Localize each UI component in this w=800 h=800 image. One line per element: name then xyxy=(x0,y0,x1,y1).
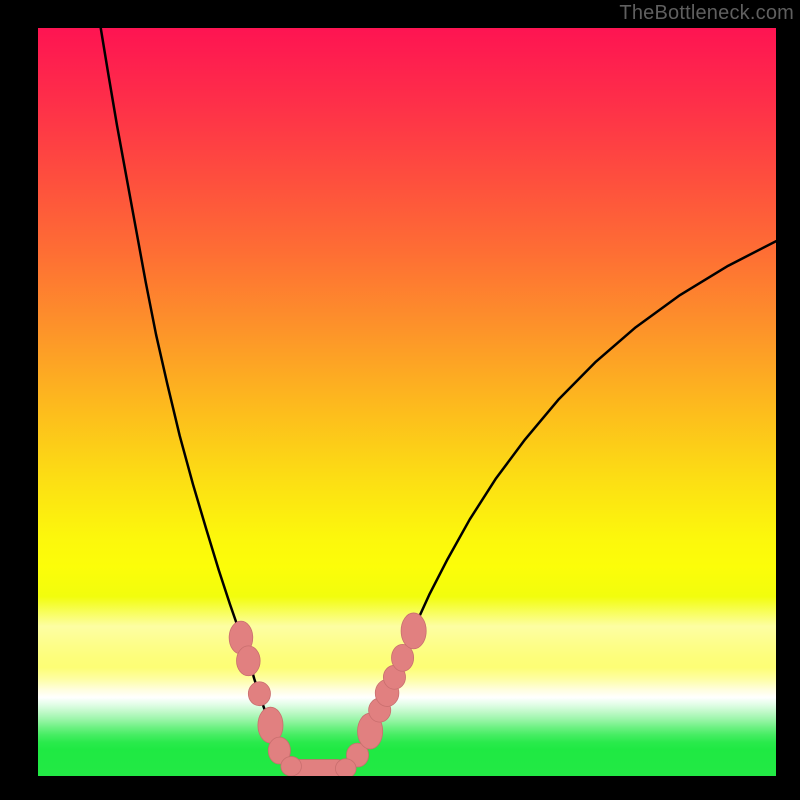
watermark: TheBottleneck.com xyxy=(619,2,794,25)
plot-area xyxy=(38,28,776,776)
chart-svg xyxy=(38,28,776,776)
